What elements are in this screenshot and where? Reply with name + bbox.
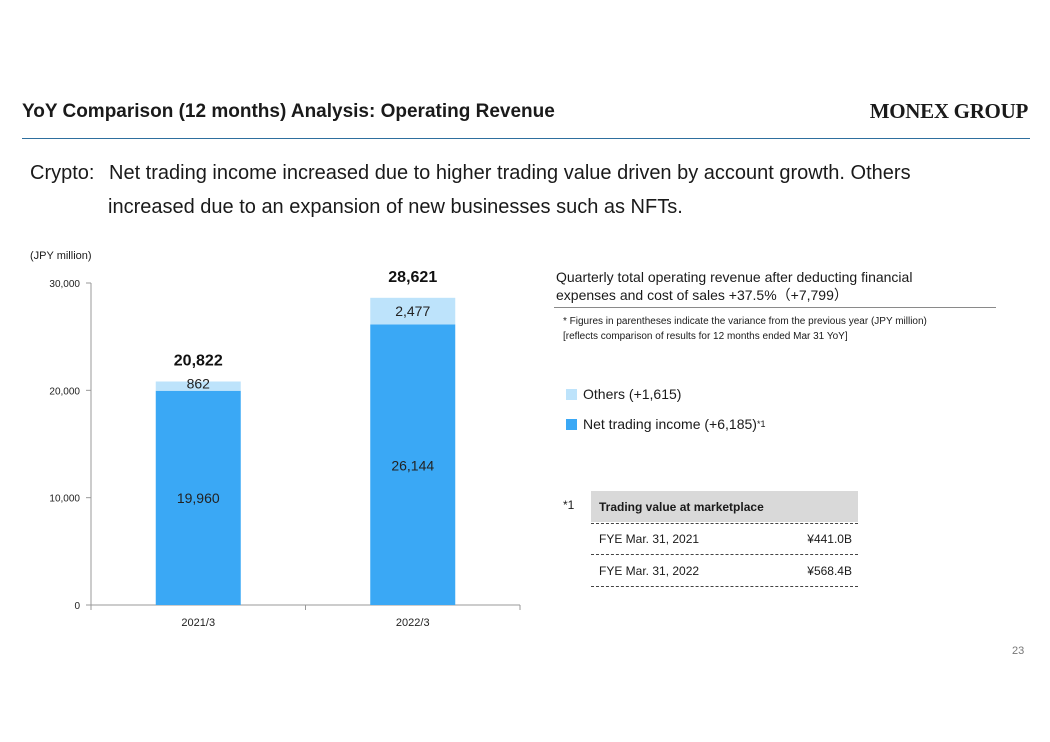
title-divider [22, 138, 1030, 139]
legend-label-others: Others (+1,615) [583, 386, 682, 402]
table-cell-value: ¥568.4B [807, 563, 852, 578]
table-row: FYE Mar. 31, 2021 ¥441.0B [591, 523, 858, 554]
table-divider [591, 554, 858, 555]
x-tick-label: 2021/3 [181, 617, 215, 629]
comparison-note: [reflects comparison of results for 12 m… [563, 331, 848, 342]
trading-value-table-header: Trading value at marketplace [591, 491, 858, 522]
table-cell-period: FYE Mar. 31, 2021 [599, 531, 700, 546]
monex-group-logo: MONEX GROUP [869, 99, 1029, 123]
data-label-others: 862 [187, 376, 211, 392]
bar-others [370, 297, 456, 325]
y-tick-label: 0 [74, 601, 80, 612]
legend-label-net-trading-income: Net trading income (+6,185) [583, 416, 757, 432]
footnote-mark: *1 [563, 498, 575, 512]
table-cell-period: FYE Mar. 31, 2022 [599, 563, 700, 578]
summary-label: Crypto: [30, 162, 95, 184]
legend-swatch-others [566, 388, 577, 400]
bar-net-trading-income [155, 390, 241, 605]
data-label-net-trading-income: 26,144 [391, 457, 434, 473]
trading-value-table-title: Trading value at marketplace [599, 499, 764, 514]
table-row: FYE Mar. 31, 2022 ¥568.4B [591, 555, 858, 586]
stacked-bar-chart: 0 10,000 20,000 30,000 2021/3 2022/3 19,960 86… [49, 269, 521, 629]
revenue-summary-title-line-2: expenses and cost of sales +37.5%（+7,799… [556, 287, 848, 303]
y-tick-label: 10,000 [49, 494, 80, 505]
bar-net-trading-income [370, 324, 456, 605]
table-cell-value: ¥441.0B [807, 531, 852, 546]
revenue-summary-title-line-1: Quarterly total operating revenue after … [556, 269, 913, 285]
table-divider [591, 586, 858, 587]
summary-line-1: Net trading income increased due to high… [109, 162, 911, 184]
y-tick-label: 20,000 [49, 386, 80, 397]
revenue-summary-title: Quarterly total operating revenue after … [556, 268, 912, 304]
y-axis-unit-label: (JPY million) [30, 250, 92, 262]
bar-others [155, 381, 241, 391]
x-tick-label: 2022/3 [396, 617, 430, 629]
legend-swatch-net-trading-income [566, 418, 577, 430]
total-label: 20,822 [174, 353, 223, 370]
legend-footnote-mark: *1 [756, 419, 766, 429]
legend-item-others: Others (+1,615) [566, 386, 681, 402]
y-tick-label: 30,000 [49, 279, 80, 290]
summary-line-2: increased due to an expansion of new bus… [108, 196, 683, 218]
variance-note: * Figures in parentheses indicate the va… [563, 316, 927, 327]
page-title: YoY Comparison (12 months) Analysis: Ope… [22, 101, 555, 122]
panel-divider [554, 307, 996, 308]
page-number: 23 [1012, 645, 1025, 657]
legend-item-net-trading-income: Net trading income (+6,185) *1 [566, 416, 765, 432]
table-divider [591, 523, 858, 524]
data-label-others: 2,477 [395, 303, 430, 319]
data-label-net-trading-income: 19,960 [177, 490, 220, 506]
total-label: 28,621 [388, 269, 437, 286]
